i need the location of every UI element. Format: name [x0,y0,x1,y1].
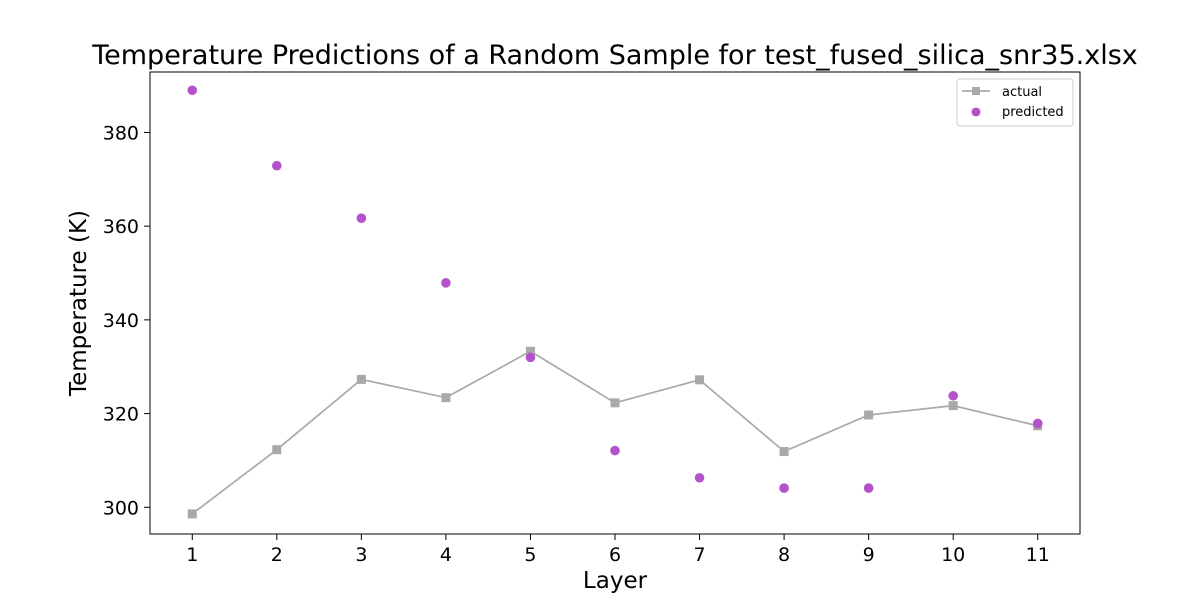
series-predicted [187,85,1043,493]
actual-point [187,509,197,519]
legend-actual-marker [972,87,980,95]
legend-predicted-marker [971,107,981,117]
predicted-point [525,352,536,363]
y-tick-label: 320 [103,404,139,426]
actual-point [356,374,366,384]
x-tick-label: 8 [778,544,790,566]
x-tick-label: 9 [863,544,875,566]
actual-point [695,375,705,385]
actual-point [779,447,789,457]
x-tick-label: 10 [941,544,965,566]
predicted-point [356,213,367,223]
x-tick-label: 4 [440,544,452,566]
predicted-point [272,160,282,171]
actual-point [948,401,958,411]
x-tick-label: 11 [1026,544,1050,566]
y-tick-label: 340 [103,310,139,332]
legend-actual-label: actual [1002,85,1042,100]
chart-title: Temperature Predictions of a Random Samp… [91,40,1138,71]
actual-point [272,445,282,455]
predicted-point [863,483,874,493]
y-axis-ticks: 300 320 340 360 380 [103,122,150,519]
x-axis-ticks: 1 2 3 4 5 6 7 8 9 10 11 [186,534,1050,566]
actual-point [441,393,451,403]
legend: actual predicted [956,78,1074,127]
actual-point [864,410,874,420]
x-tick-label: 3 [355,544,367,566]
predicted-point [1032,418,1043,429]
x-tick-label: 2 [271,544,283,566]
predicted-point [694,472,705,483]
x-tick-label: 5 [524,544,536,566]
predicted-point [779,483,789,493]
legend-predicted-label: predicted [1002,105,1064,120]
x-tick-label: 6 [609,544,621,566]
y-tick-label: 380 [103,122,139,144]
actual-point [525,346,535,356]
x-tick-label: 1 [186,544,198,566]
predicted-point [441,278,451,288]
predicted-point [948,390,958,401]
actual-point [610,398,620,408]
plot-frame [149,71,1081,535]
y-axis-label: Temperature (K) [66,210,92,397]
predicted-point [610,445,620,456]
predicted-point [187,85,198,96]
y-tick-label: 360 [103,216,139,238]
x-axis-label: Layer [583,568,648,594]
y-tick-label: 300 [103,497,139,519]
series-actual [187,346,1043,519]
x-tick-label: 7 [693,544,705,566]
